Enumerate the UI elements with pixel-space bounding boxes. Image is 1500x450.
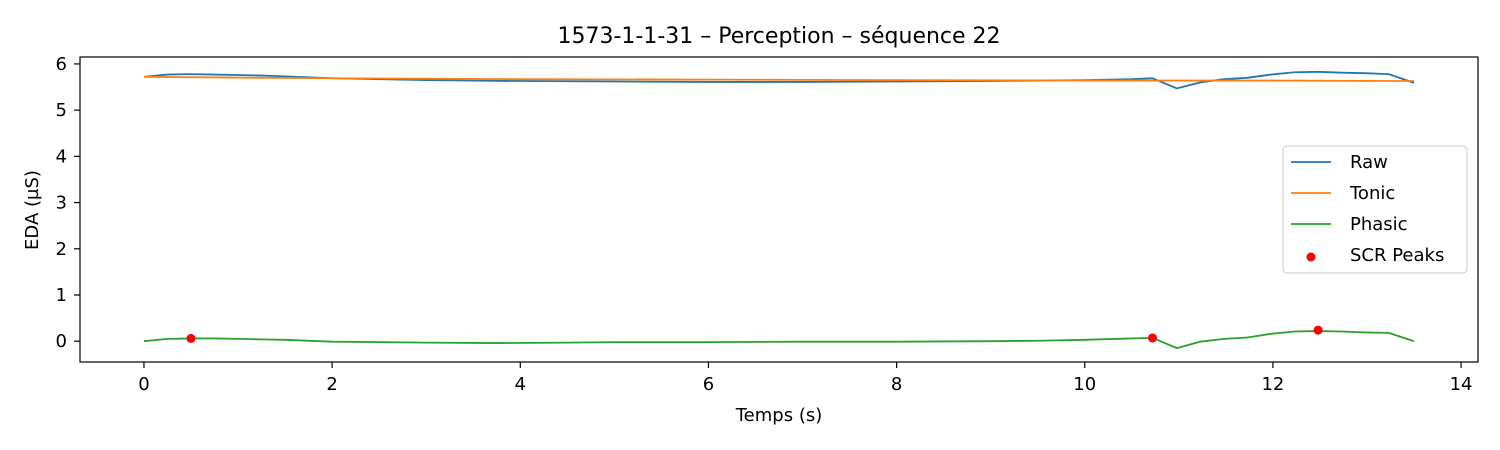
x-tick-label: 14 [1450,374,1473,395]
x-axis-label: Temps (s) [735,405,823,426]
chart-title: 1573-1-1-31 – Perception – séquence 22 [557,24,1000,49]
y-tick-label: 1 [56,285,67,306]
legend-swatch-marker [1306,252,1316,262]
legend-label: Raw [1350,152,1388,173]
legend: Raw Tonic Phasic SCR Peaks [1282,145,1468,274]
y-tick-label: 4 [56,146,67,167]
legend-label: Tonic [1349,183,1395,204]
x-tick-label: 12 [1261,374,1284,395]
y-axis-label: EDA (µS) [22,170,43,250]
legend-box [1282,145,1468,274]
series-line-phasic [143,330,1415,350]
scr-peak-point [1147,333,1157,343]
scr-peak-point [186,333,196,343]
axes-frame [79,56,1479,363]
x-tick-label: 4 [515,374,526,395]
scr-peak-point [1313,325,1323,335]
y-tick-label: 3 [56,193,67,214]
x-tick-label: 10 [1073,374,1096,395]
y-tick-label: 6 [56,54,67,75]
y-tick-label: 2 [56,239,67,260]
y-tick-label: 5 [56,100,67,121]
x-tick-label: 8 [891,374,902,395]
series-line-tonic [143,75,1415,82]
legend-label: SCR Peaks [1350,245,1444,266]
x-tick-label: 2 [326,374,337,395]
x-tick-label: 6 [703,374,714,395]
y-tick-label: 0 [56,331,67,352]
legend-label: Phasic [1350,214,1408,235]
x-tick-label: 0 [138,374,149,395]
